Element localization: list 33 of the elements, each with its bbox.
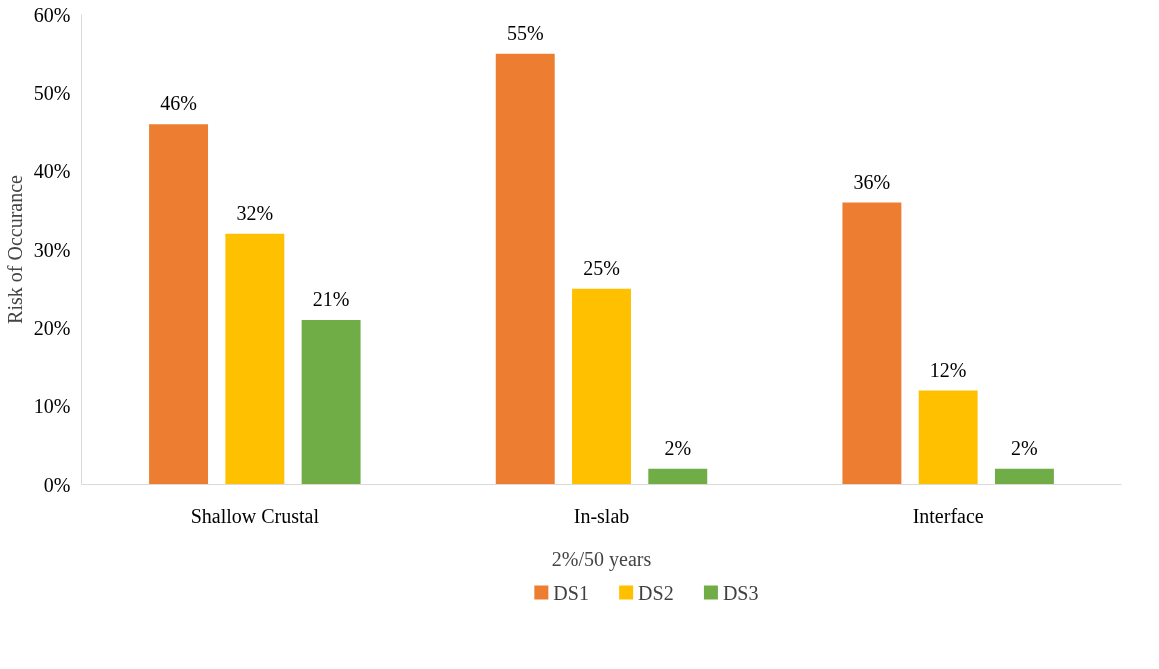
bar [495, 53, 555, 485]
y-tick-label: 20% [33, 316, 71, 339]
y-axis-title: Risk of Occurance [3, 174, 26, 324]
bar [149, 124, 209, 485]
bar [994, 468, 1054, 485]
data-label: 36% [853, 170, 891, 193]
x-tick-label: In-slab [573, 504, 630, 527]
y-tick-label: 30% [33, 238, 71, 261]
bar [225, 233, 285, 485]
bar [918, 390, 978, 485]
y-tick-label: 0% [43, 473, 71, 496]
y-tick-label: 60% [33, 3, 71, 26]
data-label: 46% [160, 92, 197, 115]
data-label: 2% [1011, 436, 1038, 459]
data-label: 21% [312, 288, 350, 310]
data-label: 12% [929, 358, 967, 381]
bar [648, 468, 708, 485]
bar [842, 202, 902, 485]
bar [301, 320, 361, 485]
y-tick-label: 50% [33, 81, 71, 104]
x-axis-title: 2%/50 years [551, 547, 652, 571]
bar [572, 288, 631, 485]
x-tick-label: Shallow Crustal [190, 504, 320, 527]
data-label: 2% [664, 436, 692, 459]
data-label: 32% [236, 201, 274, 224]
x-tick-label: Interface [912, 504, 984, 527]
y-tick-label: 10% [33, 395, 71, 418]
y-tick-label: 40% [33, 160, 71, 183]
legend-label: DS3 [722, 581, 759, 604]
legend-label: DS1 [553, 581, 589, 604]
data-label: 55% [506, 21, 544, 44]
legend-label: DS2 [638, 581, 674, 604]
data-label: 25% [583, 256, 620, 279]
